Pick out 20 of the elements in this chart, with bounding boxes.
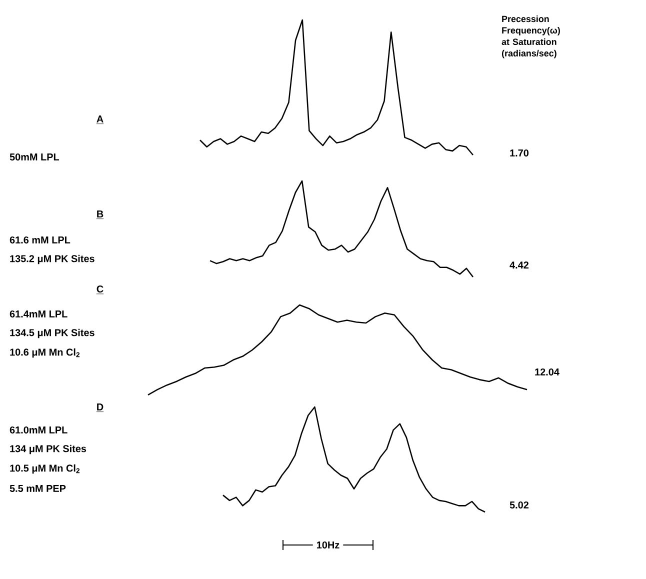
text: D (97, 404, 104, 410)
text: A (96, 116, 104, 122)
text: 134.5 μM PK Sites (10, 328, 94, 338)
text: 135.2 μM PK Sites (10, 254, 94, 264)
text: 4.42 (510, 262, 529, 268)
text: 10.5 μM Mn Cl$_{2}$ (10, 464, 80, 474)
text: 5.02 (510, 501, 529, 509)
text: 5.5 mM PEP (10, 485, 66, 492)
text: C (96, 285, 104, 293)
text: 61.4mM LPL (10, 310, 68, 318)
text: 61.6 mM LPL (10, 236, 70, 244)
text: 10.6 μM Mn Cl$_{2}$ (10, 348, 80, 358)
y2-axis-title: Precession Frequency(ω) at Saturation (radians/sec) (502, 16, 560, 58)
text: 61.0mM LPL (10, 426, 68, 434)
text: 12.04 (535, 368, 560, 376)
text: 134 μM PK Sites (10, 444, 86, 454)
text: 50mM LPL (10, 153, 60, 161)
text: B (97, 210, 104, 218)
text: 1.70 (510, 149, 529, 157)
x-axis-title: 10Hz (317, 541, 340, 549)
